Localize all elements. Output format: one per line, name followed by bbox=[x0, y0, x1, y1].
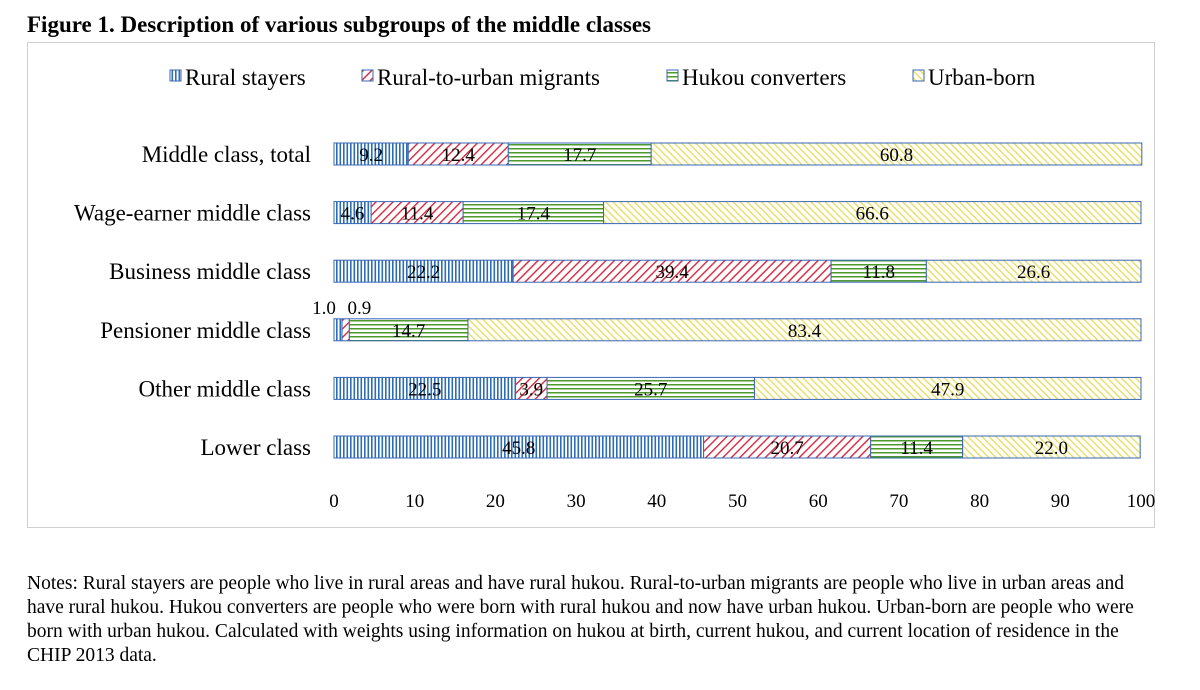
bar-value-label: 39.4 bbox=[656, 262, 690, 283]
figure-title: Figure 1. Description of various subgrou… bbox=[27, 12, 652, 37]
legend-swatch bbox=[666, 69, 679, 82]
x-tick-label: 50 bbox=[728, 491, 747, 512]
category-label: Lower class bbox=[201, 435, 312, 460]
bar-value-labels: 9.2 12.4 17.7 60.8 4.6 11.4 17.4 66.6 22.2 39.4 11… bbox=[312, 145, 1068, 459]
bar-value-label: 83.4 bbox=[788, 321, 822, 342]
category-labels: Middle class, total Wage-earner middle cl… bbox=[74, 142, 311, 460]
x-tick-label: 100 bbox=[1127, 491, 1156, 512]
bar-value-label: 22.5 bbox=[408, 379, 441, 400]
chart-frame bbox=[27, 42, 1155, 528]
bar-value-label: 20.7 bbox=[771, 438, 804, 459]
bar-value-label: 47.9 bbox=[931, 379, 964, 400]
bar-value-label: 25.7 bbox=[634, 379, 667, 400]
category-label: Middle class, total bbox=[142, 142, 311, 167]
bar-segment bbox=[650, 142, 1143, 166]
bar-value-label: 11.4 bbox=[900, 438, 933, 459]
bar-segment bbox=[341, 318, 350, 342]
legend-label: Rural stayers bbox=[185, 65, 306, 90]
x-axis-ticks: 0 10 20 30 40 50 60 70 80 90 100 bbox=[329, 491, 1155, 512]
x-tick-label: 0 bbox=[329, 491, 339, 512]
legend-label: Rural-to-urban migrants bbox=[377, 65, 600, 90]
bar-value-label: 17.7 bbox=[563, 145, 596, 166]
figure-notes: Notes: Rural stayers are people who live… bbox=[27, 573, 1134, 666]
bar-value-label: 26.6 bbox=[1017, 262, 1050, 283]
bar-segment bbox=[925, 259, 1142, 283]
bar-value-label: 9.2 bbox=[359, 145, 383, 166]
x-tick-label: 40 bbox=[647, 491, 666, 512]
bar-segment bbox=[962, 435, 1141, 459]
bar-segment bbox=[603, 201, 1142, 225]
legend: Rural stayers Rural-to-urban migrants Huko… bbox=[169, 65, 1036, 90]
bar-value-label: 11.8 bbox=[862, 262, 895, 283]
bar-value-label: 3.9 bbox=[519, 379, 543, 400]
bar-value-label: 4.6 bbox=[341, 204, 365, 225]
bar-value-label: 12.4 bbox=[442, 145, 476, 166]
bars bbox=[333, 142, 1143, 459]
category-label: Business middle class bbox=[109, 259, 311, 284]
legend-swatch bbox=[361, 69, 374, 82]
bar-value-label: 22.2 bbox=[407, 262, 440, 283]
bar-value-label: 22.0 bbox=[1035, 438, 1068, 459]
x-tick-label: 90 bbox=[1051, 491, 1070, 512]
bar-segment bbox=[753, 376, 1142, 400]
stacked-bar-chart: Rural stayers Rural-to-urban migrants Huko… bbox=[74, 65, 1155, 512]
category-label: Wage-earner middle class bbox=[74, 201, 311, 226]
legend-swatch bbox=[912, 69, 925, 82]
x-tick-label: 70 bbox=[889, 491, 908, 512]
bar-value-label: 17.4 bbox=[517, 204, 551, 225]
legend-label: Hukou converters bbox=[682, 65, 846, 90]
bar-value-label: 11.4 bbox=[401, 204, 434, 225]
x-tick-label: 10 bbox=[405, 491, 424, 512]
x-tick-label: 20 bbox=[486, 491, 505, 512]
x-tick-label: 80 bbox=[970, 491, 989, 512]
bar-value-label: 14.7 bbox=[392, 321, 425, 342]
bar-value-label: 66.6 bbox=[856, 204, 889, 225]
bar-value-label: 45.8 bbox=[502, 438, 535, 459]
bar-segment bbox=[333, 318, 343, 342]
bar-value-label: 0.9 bbox=[347, 298, 371, 319]
legend-swatch bbox=[169, 69, 182, 82]
bar-value-label: 1.0 bbox=[312, 298, 336, 319]
category-label: Other middle class bbox=[139, 376, 312, 401]
x-tick-label: 30 bbox=[567, 491, 586, 512]
legend-label: Urban-born bbox=[928, 65, 1036, 90]
x-tick-label: 60 bbox=[809, 491, 828, 512]
category-label: Pensioner middle class bbox=[100, 318, 311, 343]
bar-segment bbox=[467, 318, 1142, 342]
bar-value-label: 60.8 bbox=[880, 145, 913, 166]
